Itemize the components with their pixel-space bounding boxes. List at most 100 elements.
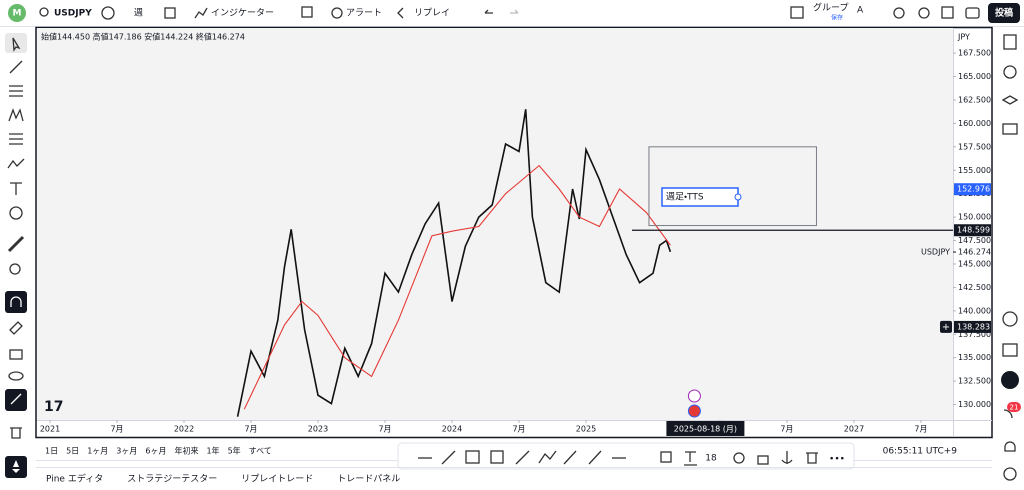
bottom-tab[interactable]: トレードパネル — [337, 474, 400, 485]
tool-text[interactable] — [684, 451, 697, 466]
ruler-tool[interactable] — [7, 235, 25, 253]
tool-settings[interactable] — [733, 452, 745, 464]
tool-anchor[interactable] — [781, 451, 793, 464]
emoji-tool[interactable] — [9, 206, 23, 220]
interval[interactable]: 週 — [134, 8, 143, 19]
range-button[interactable]: 5年 — [228, 446, 241, 456]
y-tick-label: 150.000 — [958, 213, 991, 222]
range-button[interactable]: 1年 — [206, 446, 219, 456]
text-size[interactable]: 18 — [705, 454, 717, 464]
bottom-tab[interactable]: Pine エディタ — [46, 473, 103, 485]
price-tag — [954, 224, 991, 237]
range-button[interactable]: 1日 — [45, 447, 58, 456]
range-button[interactable]: 1ヶ月 — [87, 447, 108, 456]
currency[interactable]: JPY — [957, 33, 970, 42]
y-tick-label: 162.500 — [958, 95, 991, 104]
prediction-tool[interactable] — [9, 133, 23, 145]
range-button[interactable]: 年初来 — [174, 446, 198, 456]
y-tick-label: 165.000 — [958, 72, 991, 81]
watchlist[interactable] — [1003, 34, 1017, 50]
indicators[interactable]: インジケーター — [211, 8, 274, 19]
add-symbol[interactable] — [101, 6, 115, 20]
notifications[interactable] — [1004, 441, 1016, 452]
range-button[interactable]: 6ヶ月 — [145, 447, 166, 456]
link-tool[interactable] — [5, 389, 27, 411]
settings[interactable] — [918, 7, 930, 19]
series-name: USDJPY — [921, 248, 950, 257]
left-toolbar — [0, 27, 34, 490]
tool-path[interactable] — [538, 450, 557, 464]
label-handle[interactable] — [734, 193, 742, 201]
event-icon[interactable] — [687, 404, 701, 418]
box-drawing[interactable] — [648, 146, 817, 227]
replay-icon — [397, 7, 404, 19]
chart-type[interactable] — [164, 7, 176, 19]
tool-ray[interactable] — [441, 450, 456, 465]
redo[interactable] — [510, 9, 519, 14]
snapshot[interactable] — [965, 7, 980, 19]
group[interactable]: グループ — [813, 2, 848, 14]
symbol[interactable]: USDJPY — [54, 9, 92, 19]
x-tick-label: 2023 — [308, 425, 328, 434]
streams[interactable] — [1003, 409, 1013, 419]
brush-tool[interactable] — [7, 158, 25, 169]
plus: + — [942, 322, 950, 333]
price-tag — [954, 320, 991, 333]
pattern-tool[interactable] — [8, 108, 24, 122]
layout-icon[interactable] — [301, 6, 313, 18]
x-tick-label: 7月 — [244, 425, 257, 434]
chat[interactable] — [1002, 123, 1018, 135]
alert[interactable]: アラート — [346, 8, 382, 19]
more[interactable]: ••• — [829, 455, 845, 465]
alert-icon — [331, 7, 343, 19]
plot-area[interactable] — [37, 28, 953, 420]
fib-tool[interactable] — [9, 85, 23, 97]
y-tick-label: 167.500 — [958, 49, 991, 58]
trend-line-tool[interactable] — [9, 60, 23, 74]
lock-tool[interactable] — [9, 349, 23, 360]
crosshair-add[interactable] — [940, 320, 952, 333]
magnet-tool[interactable] — [5, 291, 27, 313]
drawing-tools — [5, 33, 27, 478]
tool-rect[interactable] — [465, 450, 480, 464]
remove-tool[interactable] — [10, 427, 22, 439]
alerts[interactable] — [1003, 65, 1017, 79]
tool-trend[interactable] — [515, 450, 530, 465]
cursor-tool[interactable] — [12, 37, 21, 52]
zoom-tool[interactable] — [9, 263, 21, 275]
tool-crosshair[interactable] — [490, 450, 504, 464]
x-tick-label: 2025 — [576, 425, 596, 434]
tool-template[interactable] — [660, 451, 672, 463]
text-tool[interactable] — [10, 182, 22, 195]
event-icon[interactable] — [687, 389, 701, 403]
data-window[interactable] — [1001, 95, 1019, 105]
tool-lock[interactable] — [757, 455, 769, 465]
price-tag-label: 152.976 — [957, 185, 990, 194]
bottom-tab[interactable]: ストラテジーテスター — [127, 474, 217, 485]
hide-tool[interactable] — [8, 371, 24, 381]
range-button[interactable]: 5日 — [66, 447, 79, 456]
layout-select[interactable] — [790, 6, 804, 19]
cursor-date-bg — [666, 421, 745, 436]
tool-line[interactable] — [563, 450, 577, 465]
font-toggle[interactable]: A — [857, 6, 864, 16]
replay[interactable]: リプレイ — [414, 8, 450, 19]
tool-extended[interactable] — [588, 450, 602, 465]
publish-button[interactable] — [988, 3, 1020, 23]
calendar[interactable] — [1002, 343, 1018, 357]
apps[interactable] — [1001, 371, 1019, 389]
drawing-toolbar-icons — [418, 450, 818, 466]
fullscreen[interactable] — [941, 6, 954, 19]
tool-delete[interactable] — [806, 452, 818, 464]
range-button[interactable]: すべて — [249, 447, 272, 456]
help[interactable] — [1003, 467, 1017, 481]
bottom-tab[interactable]: リプレイトレード — [241, 474, 313, 485]
stay-draw-tool[interactable] — [9, 321, 23, 335]
ideas[interactable] — [1002, 311, 1018, 327]
undo[interactable] — [484, 9, 493, 14]
y-tick-label: 137.500 — [958, 330, 991, 339]
clock: 06:55:11 UTC+9 — [883, 447, 958, 457]
quick-search[interactable] — [893, 7, 905, 19]
range-button[interactable]: 3ヶ月 — [116, 447, 137, 456]
avatar[interactable] — [8, 4, 26, 22]
